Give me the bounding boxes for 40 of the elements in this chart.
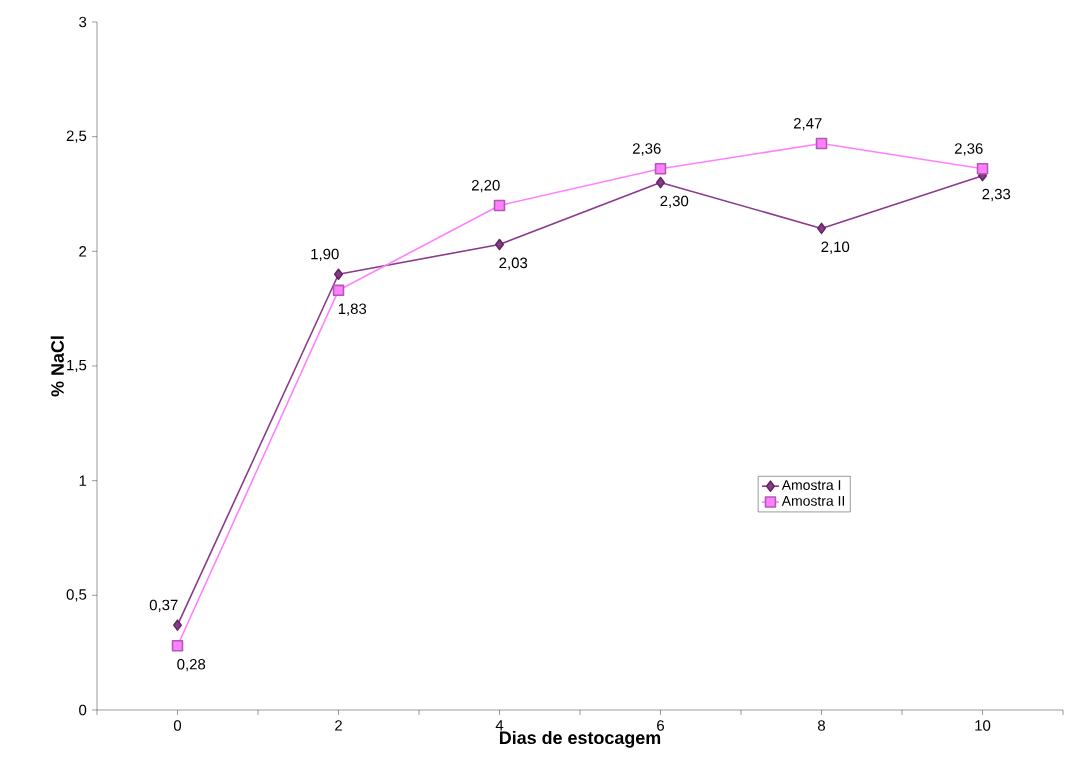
y-tick-label: 0 [79, 704, 87, 716]
data-label: 2,33 [982, 188, 1011, 202]
data-label: 1,90 [311, 248, 339, 262]
point [654, 162, 667, 175]
data-label: 2,36 [954, 143, 983, 156]
data-label: 2,47 [793, 118, 822, 131]
point [493, 199, 506, 212]
x-tick-label: 0 [173, 720, 182, 731]
x-tick-label: 10 [975, 720, 991, 731]
point [333, 268, 344, 281]
point [171, 640, 184, 652]
legend-label: Amostra II [781, 496, 845, 506]
point [332, 284, 345, 297]
y-axis-title: % NaCl [50, 336, 64, 397]
data-label: 2,10 [821, 241, 850, 254]
data-label: 2,36 [632, 143, 661, 156]
y-tick-label: 3 [79, 16, 87, 28]
point [815, 137, 828, 150]
x-tick-label: 6 [657, 720, 665, 731]
y-tick-label: 1 [79, 475, 87, 486]
data-label: 0,37 [149, 599, 178, 612]
x-axis-title: Dias de estocagem [499, 730, 661, 748]
point [655, 176, 666, 189]
legend-label: Amostra I [781, 480, 841, 490]
data-label: 2,30 [660, 195, 689, 209]
x-tick-label: 8 [818, 720, 826, 731]
x-tick-label: 2 [335, 720, 342, 731]
point [816, 222, 827, 235]
data-label: 2,03 [499, 257, 528, 270]
point [976, 162, 989, 175]
y-tick-label: 0,5 [66, 589, 87, 602]
data-label: 1,83 [338, 303, 367, 316]
y-tick-label: 2 [79, 246, 87, 257]
x-tick-label: 4 [495, 720, 504, 731]
y-tick-label: 2,5 [66, 130, 87, 143]
y-tick-label: 1,5 [67, 359, 87, 373]
point [172, 619, 183, 631]
data-label: 0,28 [177, 658, 206, 672]
point [494, 238, 505, 251]
data-label: 2,20 [471, 179, 500, 193]
